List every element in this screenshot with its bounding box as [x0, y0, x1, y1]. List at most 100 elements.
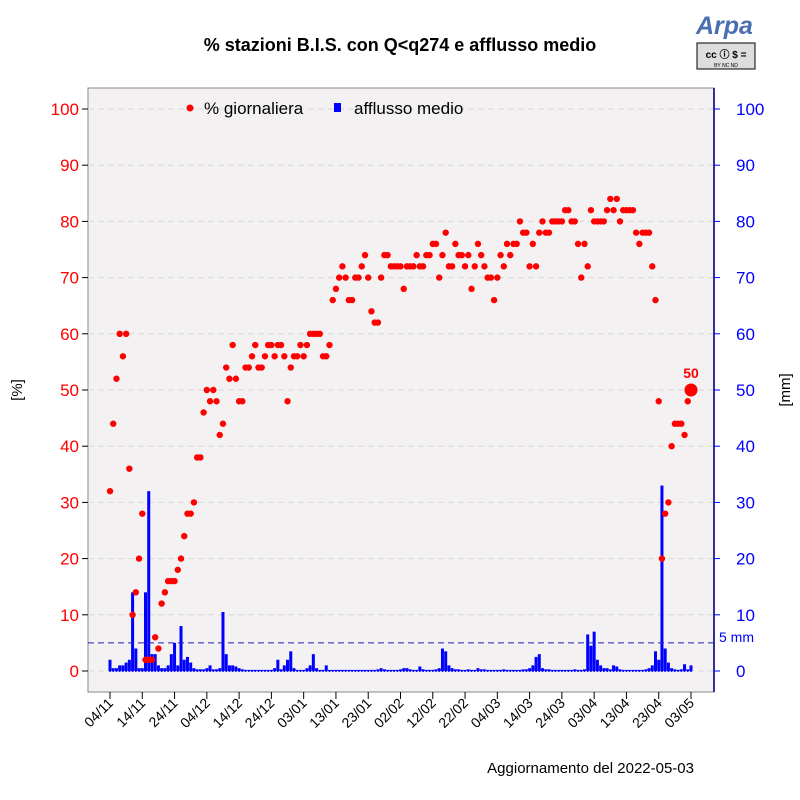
afflusso-baseline-point: [196, 670, 199, 672]
percent-point: [197, 454, 204, 461]
afflusso-baseline-point: [512, 670, 515, 672]
afflusso-baseline-point: [635, 670, 638, 672]
percent-point: [281, 353, 288, 360]
x-tick-label: 23/01: [338, 695, 374, 731]
afflusso-baseline-point: [518, 670, 521, 672]
afflusso-bar: [592, 631, 596, 671]
afflusso-baseline-point: [338, 670, 341, 672]
percent-point: [665, 499, 672, 506]
afflusso-bar: [108, 659, 112, 671]
percent-point: [348, 296, 356, 304]
afflusso-baseline-point: [157, 670, 160, 672]
afflusso-baseline-point: [276, 670, 279, 672]
right-tick-label: 50: [736, 381, 755, 400]
afflusso-baseline-point: [141, 670, 144, 672]
afflusso-baseline-point: [383, 670, 386, 672]
afflusso-baseline-point: [341, 670, 344, 672]
afflusso-bar: [683, 664, 687, 671]
afflusso-baseline-point: [673, 670, 676, 672]
afflusso-baseline-point: [622, 670, 625, 672]
left-tick-label: 60: [60, 325, 79, 344]
afflusso-baseline-point: [267, 670, 270, 672]
afflusso-bar: [476, 668, 480, 671]
afflusso-baseline-point: [580, 670, 583, 672]
percent-point: [374, 319, 382, 326]
percent-point: [245, 364, 252, 371]
afflusso-bar: [605, 668, 609, 671]
percent-point: [465, 251, 472, 259]
percent-point: [271, 353, 278, 360]
afflusso-baseline-point: [567, 670, 570, 672]
afflusso-baseline-point: [134, 670, 137, 672]
afflusso-baseline-point: [683, 670, 686, 672]
percent-point: [129, 611, 136, 618]
afflusso-baseline-point: [609, 670, 612, 672]
percent-point: [474, 240, 482, 248]
percent-point: [610, 206, 617, 214]
afflusso-baseline-point: [480, 670, 483, 672]
afflusso-baseline-point: [464, 670, 467, 672]
afflusso-baseline-point: [467, 670, 470, 672]
afflusso-baseline-point: [170, 670, 173, 672]
afflusso-baseline-point: [202, 670, 205, 672]
percent-point: [119, 353, 127, 360]
x-tick-label: 13/04: [596, 695, 632, 731]
left-tick-label: 0: [70, 662, 79, 681]
afflusso-baseline-point: [547, 670, 550, 672]
afflusso-bar: [670, 668, 674, 671]
afflusso-baseline-point: [667, 670, 670, 672]
afflusso-baseline-point: [251, 670, 254, 672]
percent-point: [294, 353, 301, 360]
percent-point: [661, 510, 669, 517]
percent-point: [526, 263, 533, 270]
afflusso-baseline-point: [112, 670, 115, 672]
afflusso-baseline-point: [138, 670, 141, 672]
afflusso-baseline-point: [657, 670, 660, 672]
afflusso-baseline-point: [493, 670, 496, 672]
afflusso-baseline-point: [677, 670, 680, 672]
percent-point: [132, 589, 140, 596]
percent-point: [461, 263, 469, 270]
afflusso-baseline-point: [690, 670, 692, 672]
afflusso-baseline-point: [538, 670, 541, 672]
percent-point: [400, 285, 407, 293]
percent-point: [135, 555, 143, 562]
afflusso-baseline-point: [167, 670, 170, 672]
percent-point: [565, 206, 572, 214]
afflusso-bar: [615, 666, 619, 671]
afflusso-baseline-point: [560, 670, 563, 672]
legend-label-afflusso: afflusso medio: [354, 99, 463, 118]
percent-point: [529, 240, 537, 248]
percent-point: [500, 263, 507, 270]
afflusso-baseline-point: [125, 670, 128, 672]
afflusso-baseline-point: [215, 670, 218, 672]
afflusso-bar: [305, 668, 309, 671]
percent-point: [384, 251, 391, 259]
afflusso-baseline-point: [180, 670, 183, 672]
afflusso-baseline-point: [451, 670, 454, 672]
afflusso-baseline-point: [641, 670, 644, 672]
afflusso-baseline-point: [360, 670, 363, 672]
afflusso-bar: [140, 668, 144, 671]
percent-point: [436, 274, 443, 281]
afflusso-baseline-point: [457, 670, 460, 672]
afflusso-baseline-point: [612, 670, 615, 672]
percent-point: [323, 353, 330, 360]
svg-text:BY NC ND: BY NC ND: [714, 63, 738, 69]
afflusso-baseline-point: [209, 670, 212, 672]
afflusso-baseline-point: [176, 670, 179, 672]
afflusso-baseline-point: [438, 670, 441, 672]
afflusso-baseline-point: [160, 670, 163, 672]
percent-point: [507, 251, 514, 259]
percent-point: [329, 296, 336, 304]
percent-point: [487, 274, 495, 281]
right-tick-label: 70: [736, 269, 755, 288]
x-tick-label: 24/11: [145, 695, 181, 731]
percent-point: [636, 240, 643, 248]
afflusso-baseline-point: [380, 670, 383, 672]
x-tick-label: 13/01: [306, 695, 342, 731]
afflusso-baseline-point: [435, 670, 438, 672]
footer-update: Aggiornamento del 2022-05-03: [487, 760, 694, 777]
afflusso-baseline-point: [393, 670, 396, 672]
